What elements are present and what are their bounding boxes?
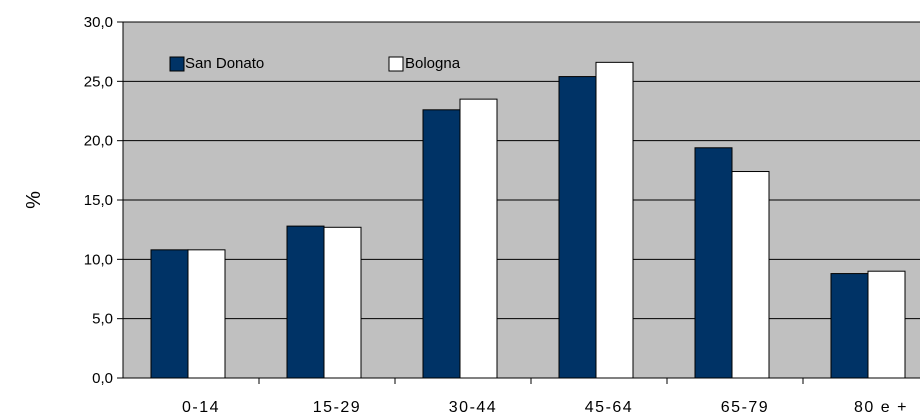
bar-san-donato [422,109,461,379]
bar-san-donato [830,273,869,379]
legend: San Donato Bologna [169,55,461,72]
x-ticks: 0-14 15-29 30-44 45-64 65-79 80 e + [182,378,908,416]
bars [150,61,906,379]
bar-san-donato [694,147,733,379]
x-tick-label: 0-14 [182,399,220,416]
bar-san-donato [286,225,325,379]
y-tick-label: 25,0 [84,73,113,90]
y-tick-label: 15,0 [84,192,113,209]
bar-bologna [323,226,362,379]
legend-swatch-san-donato [169,56,185,72]
y-axis-label: % [23,191,45,209]
legend-label-san-donato: San Donato [185,55,264,72]
bar-san-donato [558,76,597,379]
x-tick-label: 45-64 [585,399,633,416]
legend-label-bologna: Bologna [405,55,461,72]
y-ticks: 0,0 5,0 10,0 15,0 20,0 25,0 30,0 [84,14,123,387]
bar-bologna [595,61,634,379]
bar-san-donato [150,249,189,379]
bar-bologna [867,270,906,379]
y-tick-label: 0,0 [92,370,113,387]
x-tick-label: 80 e + [854,399,908,416]
bar-bologna [731,171,770,379]
y-tick-label: 5,0 [92,311,113,328]
y-tick-label: 30,0 [84,14,113,31]
y-tick-label: 20,0 [84,133,113,150]
x-tick-label: 30-44 [449,399,497,416]
bar-bologna [187,249,226,379]
x-tick-label: 65-79 [721,399,769,416]
x-tick-label: 15-29 [313,399,361,416]
y-tick-label: 10,0 [84,251,113,268]
gridlines [123,21,920,320]
legend-swatch-bologna [388,56,404,72]
bar-bologna [459,98,498,379]
